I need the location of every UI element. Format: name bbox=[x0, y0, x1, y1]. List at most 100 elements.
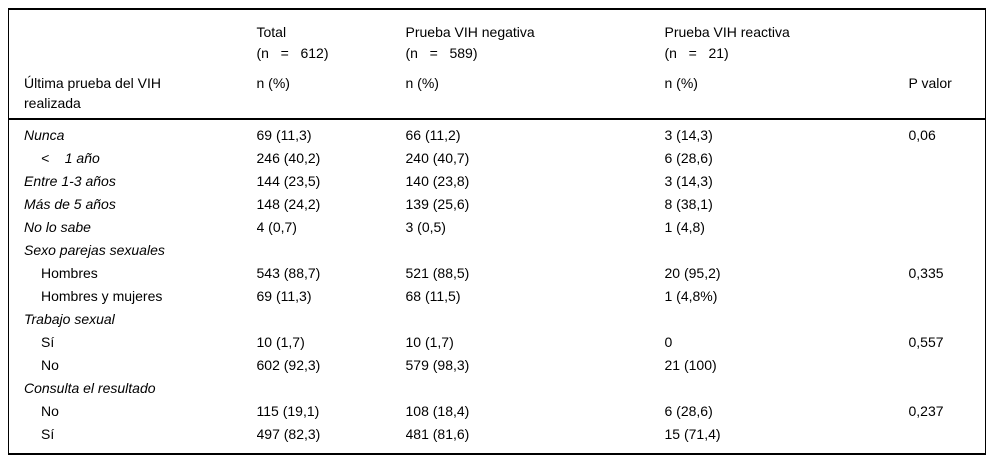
p-value bbox=[909, 147, 986, 170]
total-value: 602 (92,3) bbox=[256, 357, 321, 373]
negativa-value: 3 (0,5) bbox=[405, 219, 446, 235]
reactiva-value: 6 (28,6) bbox=[664, 150, 713, 166]
negativa-value bbox=[406, 239, 665, 262]
reactiva-value bbox=[665, 377, 909, 400]
table-row: Sí 497 (82,3) 481 (81,6) 15 (71,4) bbox=[9, 423, 986, 454]
total-value: 144 (23,5) bbox=[256, 173, 321, 189]
total-value: 69 (11,3) bbox=[256, 127, 312, 143]
negativa-value bbox=[406, 377, 665, 400]
row-label: Trabajo sexual bbox=[24, 311, 115, 327]
table-row: Más de 5 años 148 (24,2) 139 (25,6) 8 (38,1… bbox=[9, 193, 986, 216]
total-value: 246 (40,2) bbox=[256, 150, 321, 166]
column-n: (n = 21) bbox=[664, 45, 729, 61]
row-label: Consulta el resultado bbox=[24, 380, 156, 396]
total-value: 69 (11,3) bbox=[256, 288, 312, 304]
stub-header-label: Última prueba del VIH realizada bbox=[24, 75, 161, 111]
total-value bbox=[257, 377, 406, 400]
p-value bbox=[909, 377, 986, 400]
measure-header-total: n (%) bbox=[256, 65, 406, 120]
p-value bbox=[909, 239, 986, 262]
negativa-value: 66 (11,2) bbox=[405, 127, 461, 143]
table-row: Trabajo sexual bbox=[9, 308, 986, 331]
statistical-table-container: Total (n = 612) Prueba VIH negativa (n =… bbox=[8, 8, 986, 455]
table-row: No lo sabe 4 (0,7) 3 (0,5) 1 (4,8) bbox=[9, 216, 986, 239]
table-row: Entre 1-3 años 144 (23,5) 140 (23,8) 3 (14,… bbox=[9, 170, 986, 193]
table-header: Total (n = 612) Prueba VIH negativa (n =… bbox=[8, 9, 986, 120]
reactiva-value: 20 (95,2) bbox=[664, 265, 721, 281]
row-label: < 1 año bbox=[41, 150, 100, 166]
column-n: (n = 612) bbox=[256, 45, 329, 61]
negativa-value: 481 (81,6) bbox=[405, 426, 470, 442]
column-title: Prueba VIH reactiva bbox=[664, 24, 790, 40]
table-row: Nunca 69 (11,3) 66 (11,2) 3 (14,3) 0,06 bbox=[9, 119, 986, 147]
total-value: 4 (0,7) bbox=[256, 219, 297, 235]
negativa-value: 521 (88,5) bbox=[405, 265, 470, 281]
total-value bbox=[257, 308, 406, 331]
total-value: 497 (82,3) bbox=[256, 426, 321, 442]
reactiva-value: 0 bbox=[664, 334, 673, 350]
row-label: No bbox=[41, 403, 59, 419]
p-valor-header: P valor bbox=[908, 65, 986, 120]
reactiva-value: 1 (4,8) bbox=[664, 219, 705, 235]
p-value: 0,557 bbox=[908, 334, 944, 350]
negativa-value bbox=[406, 308, 665, 331]
row-label: Sí bbox=[41, 426, 55, 442]
reactiva-value: 1 (4,8%) bbox=[664, 288, 718, 304]
negativa-value: 139 (25,6) bbox=[405, 196, 470, 212]
row-label: Hombres y mujeres bbox=[41, 288, 163, 304]
p-value bbox=[909, 193, 986, 216]
hiv-test-table: Total (n = 612) Prueba VIH negativa (n =… bbox=[8, 8, 986, 455]
stub-header-spacer bbox=[9, 9, 257, 65]
p-value bbox=[909, 354, 986, 377]
row-label: Nunca bbox=[24, 127, 65, 143]
p-value bbox=[909, 170, 986, 193]
p-value bbox=[909, 308, 986, 331]
table-row: No 602 (92,3) 579 (98,3) 21 (100) bbox=[9, 354, 986, 377]
row-label: No lo sabe bbox=[24, 219, 91, 235]
p-value: 0,06 bbox=[908, 127, 936, 143]
p-header-spacer bbox=[909, 9, 986, 65]
table-row: Sí 10 (1,7) 10 (1,7) 0 0,557 bbox=[9, 331, 986, 354]
row-label: Sí bbox=[41, 334, 55, 350]
table-row: Sexo parejas sexuales bbox=[9, 239, 986, 262]
column-header-total: Total (n = 612) bbox=[257, 9, 406, 65]
column-title: Total bbox=[256, 24, 287, 40]
total-value: 148 (24,2) bbox=[256, 196, 321, 212]
table-row: < 1 año 246 (40,2) 240 (40,7) 6 (28,6) bbox=[9, 147, 986, 170]
reactiva-value: 3 (14,3) bbox=[664, 127, 713, 143]
total-value bbox=[257, 239, 406, 262]
reactiva-value: 21 (100) bbox=[664, 357, 717, 373]
negativa-value: 140 (23,8) bbox=[405, 173, 470, 189]
stub-header: Última prueba del VIH realizada bbox=[8, 65, 257, 120]
reactiva-value: 3 (14,3) bbox=[664, 173, 713, 189]
p-value bbox=[909, 285, 986, 308]
column-title: Prueba VIH negativa bbox=[405, 24, 535, 40]
p-value: 0,237 bbox=[908, 403, 944, 419]
total-value: 10 (1,7) bbox=[256, 334, 305, 350]
reactiva-value: 6 (28,6) bbox=[664, 403, 713, 419]
row-label: Sexo parejas sexuales bbox=[24, 242, 165, 258]
table-row: No 115 (19,1) 108 (18,4) 6 (28,6) 0,237 bbox=[9, 400, 986, 423]
measure-header-reactiva: n (%) bbox=[664, 65, 909, 120]
row-label: Más de 5 años bbox=[24, 196, 116, 212]
negativa-value: 68 (11,5) bbox=[405, 288, 461, 304]
table-row: Consulta el resultado bbox=[9, 377, 986, 400]
row-label: Entre 1-3 años bbox=[24, 173, 116, 189]
column-n: (n = 589) bbox=[405, 45, 478, 61]
negativa-value: 10 (1,7) bbox=[405, 334, 454, 350]
reactiva-value bbox=[665, 239, 909, 262]
p-value bbox=[909, 423, 986, 454]
total-value: 543 (88,7) bbox=[256, 265, 321, 281]
table-row: Hombres 543 (88,7) 521 (88,5) 20 (95,2) 0,33… bbox=[9, 262, 986, 285]
table-body: Nunca 69 (11,3) 66 (11,2) 3 (14,3) 0,06 < 1 a… bbox=[9, 119, 986, 454]
column-header-negativa: Prueba VIH negativa (n = 589) bbox=[406, 9, 665, 65]
measure-header-negativa: n (%) bbox=[405, 65, 665, 120]
table-row: Hombres y mujeres 69 (11,3) 68 (11,5) 1 (4,… bbox=[9, 285, 986, 308]
p-value: 0,335 bbox=[908, 265, 944, 281]
negativa-value: 579 (98,3) bbox=[405, 357, 470, 373]
column-header-reactiva: Prueba VIH reactiva (n = 21) bbox=[665, 9, 909, 65]
row-label: Hombres bbox=[41, 265, 98, 281]
measure-header-row: Última prueba del VIH realizada n (%) n … bbox=[8, 65, 986, 120]
reactiva-value bbox=[665, 308, 909, 331]
total-value: 115 (19,1) bbox=[256, 403, 320, 419]
